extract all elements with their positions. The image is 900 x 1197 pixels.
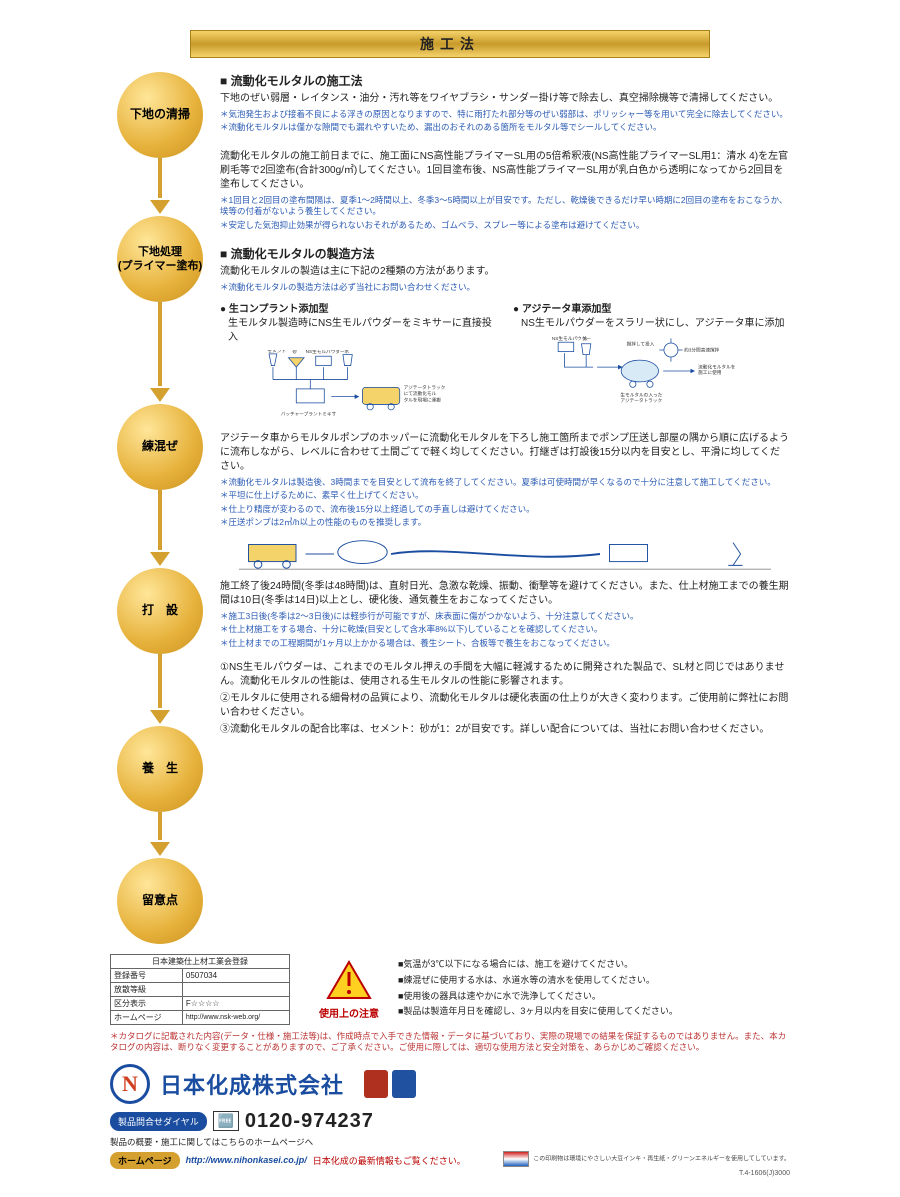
homepage-url: http://www.nihonkasei.co.jp/ [186,1155,307,1165]
diagram-agitator: NS生モルパウダー 水 撹拌して投入 約3分間高速撹拌 生モルタルの入ったアジテ… [515,336,788,406]
sec2-note1: ＊1回目と2回目の塗布間隔は、夏季1〜2時間以上、冬季3〜5時間以上が目安です。… [220,195,790,218]
svg-text:水: 水 [583,336,588,342]
contact-tag: 製品問合せダイヤル [110,1112,207,1131]
page-title: 施工法 [190,30,710,58]
registration-table: 日本建築仕上材工業会登録 登録番号0507034 放散等級 区分表示F☆☆☆☆ … [110,954,290,1025]
cert-badge-1 [364,1070,388,1098]
step-5-curing: 養 生 [117,726,203,812]
homepage-text: 日本化成の最新情報もご覧ください。 [313,1154,466,1167]
footer: N 日本化成株式会社 [110,1064,790,1104]
step-1-cleaning: 下地の清掃 [117,72,203,158]
flow-chart: 下地の清掃 下地処理(プライマー塗布) 練混ぜ 打 設 養 生 留意点 ■ 流動… [110,72,790,944]
svg-text:約3分間高速撹拌: 約3分間高速撹拌 [684,346,720,353]
sec1-note1: ＊気泡発生および接着不良による浮きの原因となりますので、特に雨打たれ部分等のぜい… [220,109,790,120]
disclaimer-text: ＊カタログに記載された内容(データ・仕様・施工法等)は、作成時点で入手できた情報… [110,1031,790,1054]
sec5-text: 施工終了後24時間(冬季は48時間)は、直射日光、急激な乾燥、振動、衝撃等を避け… [220,580,790,608]
svg-text:水: 水 [345,350,350,354]
sec2-text: 流動化モルタルの施工前日までに、施工面にNS高性能プライマーSL用の5倍希釈液(… [220,150,790,192]
caution-b3: ■使用後の器具は速やかに水で洗浄してください。 [398,990,790,1003]
dia1-desc: 生モルタル製造時にNS生モルパウダーをミキサーに直接投入 [228,317,497,345]
svg-text:アジテータトラックにて流動化モルタルを現場に運搬: アジテータトラックにて流動化モルタルを現場に運搬 [404,384,446,403]
caution-section: 日本建築仕上材工業会登録 登録番号0507034 放散等級 区分表示F☆☆☆☆ … [110,954,790,1025]
svg-text:撹拌して投入: 撹拌して投入 [627,340,655,347]
sec6-p2: ②モルタルに使用される細骨材の品質により、流動化モルタルは硬化表面の仕上りが大き… [220,692,790,720]
sec1-text: 下地のぜい弱層・レイタンス・油分・汚れ等をワイヤブラシ・サンダー掛け等で除去し、… [220,92,790,106]
sec4-n2: ＊平坦に仕上げるために、素早く仕上げてください。 [220,490,790,501]
sec4-text: アジテータ車からモルタルポンプのホッパーに流動化モルタルを下ろし施工箇所までポン… [220,432,790,474]
eco-badge-icon [503,1151,529,1167]
sec3-heading: ■ 流動化モルタルの製造方法 [220,245,790,262]
step-3-mixing: 練混ぜ [117,404,203,490]
sec4-n3: ＊仕上り精度が変わるので、流布後15分以上経過しての手直しは避けてください。 [220,504,790,515]
telephone: 0120-974237 [245,1110,374,1133]
caution-label: 使用上の注意 [314,1005,384,1020]
step-4-placement: 打 設 [117,568,203,654]
sec5-n1: ＊施工3日後(冬季は2〜3日後)には軽歩行が可能ですが、床表面に傷がつかないよう… [220,611,790,622]
caution-b2: ■練混ぜに使用する水は、水道水等の清水を使用してください。 [398,974,790,987]
sec1-note2: ＊流動化モルタルは僅かな隙間でも漏れやすいため、漏出のおそれのある箇所をモルタル… [220,122,790,133]
sec6-p1: ①NS生モルパウダーは、これまでのモルタル押えの手間を大幅に軽減するために開発さ… [220,661,790,689]
company-logo: N [110,1064,150,1104]
sec2-note2: ＊安定した気泡抑止効果が得られないおそれがあるため、ゴムベラ、スプレー等による塗… [220,220,790,231]
sec4-n1: ＊流動化モルタルは製造後、3時間までを目安として流布を終了してください。夏季は可… [220,477,790,488]
warning-icon [326,960,372,1000]
step-6-notes: 留意点 [117,858,203,944]
freecall-icon: 🆓 [213,1111,239,1131]
sec1-heading: ■ 流動化モルタルの施工法 [220,72,790,89]
caution-b1: ■気温が3℃以下になる場合には、施工を避けてください。 [398,958,790,971]
cert-badge-2 [392,1070,416,1098]
svg-text:バッチャープラントミキサ: バッチャープラントミキサ [281,411,337,417]
doc-id: T.4-1606(J)3000 [110,1170,790,1177]
sec6-p3: ③流動化モルタルの配合比率は、セメント：砂が1：2が目安です。詳しい配合について… [220,723,790,737]
step-2-primer: 下地処理(プライマー塗布) [117,216,203,302]
sub-contact-text: 製品の概要・施工に関してはこちらのホームページへ [110,1136,790,1148]
sec5-n3: ＊仕上材までの工程期間が1ヶ月以上かかる場合は、養生シート、合板等で養生をおこな… [220,638,790,649]
diagram-plant: セメント 砂 NS生モルパウダー 水 バッチャープラントミキサ アジテータトラッ… [222,350,495,420]
svg-text:NS生モルパウダー: NS生モルパウダー [306,350,345,355]
sec4-n4: ＊圧送ポンプは2㎥/h以上の性能のものを推奨します。 [220,517,790,528]
sec5-n2: ＊仕上材施工をする場合、十分に乾燥(目安として含水率8%以下)していることを確認… [220,624,790,635]
placement-diagram [220,535,790,573]
caution-b4: ■製品は製造年月日を確認し、3ヶ月以内を目安に使用してください。 [398,1005,790,1018]
sec3-text: 流動化モルタルの製造は主に下記の2種類の方法があります。 [220,265,790,279]
dia1-head: ● 生コンプラント添加型 [220,300,497,315]
svg-text:砂: 砂 [292,350,297,355]
svg-text:流動化モルタルを施工に使用: 流動化モルタルを施工に使用 [698,363,736,375]
sec3-note1: ＊流動化モルタルの製造方法は必ず当社にお問い合わせください。 [220,282,790,293]
dia2-desc: NS生モルパウダーをスラリー状にし、アジテータ車に添加 [521,317,790,331]
svg-text:セメント: セメント [268,350,287,353]
dia2-head: ● アジテータ車添加型 [513,300,790,315]
homepage-tag: ホームページ [110,1152,180,1169]
svg-text:生モルタルの入ったアジテータトラック: 生モルタルの入ったアジテータトラック [620,391,662,403]
company-name: 日本化成株式会社 [160,1068,344,1100]
